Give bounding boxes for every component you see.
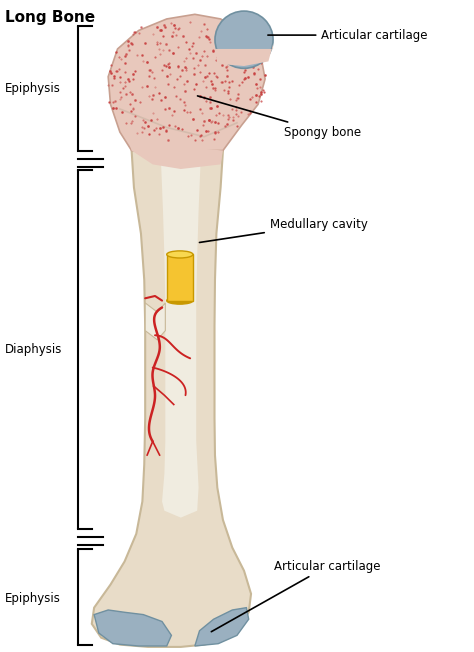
Polygon shape [94, 610, 172, 646]
Text: Articular cartilage: Articular cartilage [211, 559, 381, 632]
Text: Medullary cavity: Medullary cavity [200, 218, 368, 243]
Polygon shape [167, 254, 193, 301]
Text: Spongy bone: Spongy bone [198, 96, 361, 139]
Polygon shape [92, 151, 251, 647]
Circle shape [215, 11, 273, 68]
Polygon shape [108, 14, 265, 151]
Text: Epiphysis: Epiphysis [5, 82, 61, 95]
Text: Diaphysis: Diaphysis [5, 342, 63, 355]
Polygon shape [161, 158, 201, 518]
Polygon shape [145, 303, 165, 340]
Text: Articular cartilage: Articular cartilage [268, 29, 428, 42]
Text: Epiphysis: Epiphysis [5, 592, 61, 605]
Polygon shape [195, 608, 249, 646]
Polygon shape [125, 118, 223, 169]
Ellipse shape [167, 251, 193, 258]
Polygon shape [215, 44, 273, 66]
Text: Long Bone: Long Bone [5, 10, 95, 25]
Ellipse shape [167, 297, 193, 304]
